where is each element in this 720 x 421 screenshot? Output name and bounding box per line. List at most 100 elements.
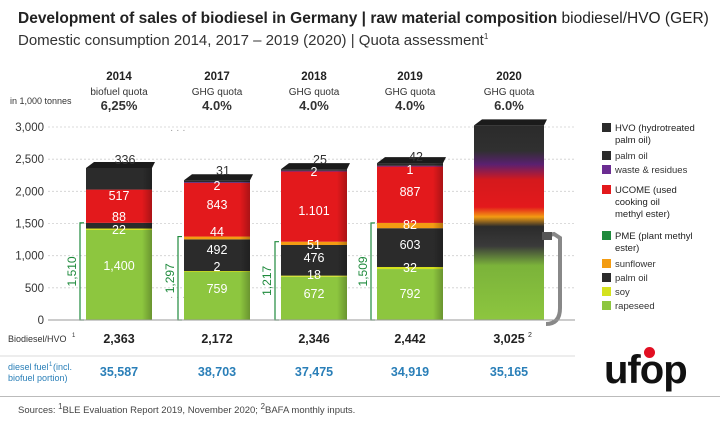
segment-value-label: 759: [207, 282, 228, 296]
segment-value-label: 88: [112, 210, 126, 224]
pme-total-label: 1,509: [356, 256, 370, 286]
segment-value-label: 25: [313, 153, 327, 167]
bar-segment-pme_rapeseed: [86, 229, 152, 320]
axis-break-mark: · · ·: [170, 125, 186, 136]
segment-value-label: 517: [109, 189, 130, 203]
segment-value-label: 492: [207, 243, 228, 257]
segment-value-label: 476: [304, 251, 325, 265]
segment-value-label: 843: [207, 198, 228, 212]
legend-swatch: [602, 165, 611, 174]
ufop-logo: ufop: [604, 347, 688, 392]
diesel-fuel-total: 37,475: [295, 365, 333, 379]
bar-segment-pme_palm_oil: [377, 228, 443, 267]
bar-top-face: [281, 163, 350, 170]
bar-segment-pme_palm_oil: [86, 222, 152, 229]
legend-swatch: [602, 273, 611, 282]
bar-segment-hvo_palm_oil: [184, 180, 250, 183]
bar-segment-ucome: [86, 189, 152, 223]
chart-title: Development of sales of biodiesel in Ger…: [18, 10, 709, 27]
bar-segment-pme_sunflower: [377, 222, 443, 229]
bar-segment-hvo_palm_oil: [377, 163, 443, 166]
biodiesel-hvo-total: 3,025: [493, 332, 524, 346]
quota-type-label: GHG quota: [289, 87, 340, 98]
bar-segment-pme_sunflower: [281, 241, 347, 245]
quota-value-label: 4.0%: [202, 98, 232, 113]
segment-value-label: 887: [400, 185, 421, 199]
y-tick-label: 2,500: [15, 154, 44, 166]
legend-group-label: cooking oil: [615, 197, 660, 208]
segment-value-label: 1.101: [298, 204, 329, 218]
diesel-fuel-row-label-rest: (incl.: [53, 362, 72, 372]
segment-value-label: 336: [115, 153, 136, 167]
quota-type-label: GHG quota: [192, 87, 243, 98]
legend-group-swatch: [602, 231, 611, 240]
legend-group-label: PME (plant methyl: [615, 231, 693, 242]
y-tick-label: 1,500: [15, 219, 44, 231]
bar-side-shade: [240, 180, 250, 320]
segment-value-label: 792: [400, 287, 421, 301]
bar-side-shade: [433, 163, 443, 320]
pme-bracket: [177, 235, 182, 321]
legend-item-label: palm oil: [615, 151, 648, 162]
sources-note: Sources: 1BLE Evaluation Report 2019, No…: [18, 402, 356, 417]
bar-segment-pme_rapeseed: [184, 271, 250, 320]
year-label: 2017: [204, 71, 230, 83]
bar-side-shade: [142, 167, 152, 320]
pme-bracket: [79, 222, 84, 321]
legend-item-label: waste & residues: [614, 165, 688, 176]
footer-divider: [0, 396, 720, 397]
segment-value-label: 2: [214, 179, 221, 193]
diesel-fuel-row-label-line2: biofuel portion): [8, 373, 68, 383]
segment-value-label: 51: [307, 238, 321, 252]
legend-swatch: [602, 259, 611, 268]
bar-segment-pme_soy: [377, 266, 443, 270]
quota-type-label: GHG quota: [484, 87, 535, 98]
year-label: 2020: [496, 71, 522, 83]
bar-segment-hvo_waste: [281, 170, 347, 172]
bar-top-face: [474, 119, 547, 126]
quota-value-label: 4.0%: [299, 98, 329, 113]
bar-2020-tank: [474, 125, 544, 321]
fuel-nozzle-icon: [543, 231, 562, 326]
bar-segment-pme_sunflower: [184, 236, 250, 240]
y-tick-label: 0: [38, 315, 44, 327]
bar-segment-pme_soy: [184, 271, 250, 272]
biodiesel-hvo-total: 2,442: [394, 332, 425, 346]
legend-swatch: [602, 287, 611, 296]
y-tick-label: 3,000: [15, 122, 44, 134]
segment-value-label: 2: [214, 260, 221, 274]
legend-group-swatch: [602, 185, 611, 194]
segment-value-label: 1: [407, 163, 414, 177]
quota-type-label: GHG quota: [385, 87, 436, 98]
legend-group-label: palm oil): [615, 135, 651, 146]
diesel-fuel-total: 35,587: [100, 365, 138, 379]
biodiesel-hvo-total: 2,172: [201, 332, 232, 346]
biodiesel-hvo-row-label: Biodiesel/HVO: [8, 334, 67, 344]
bar-top-face: [184, 174, 253, 181]
bar-segment-hvo_palm_oil: [281, 169, 347, 171]
legend-group-swatch: [602, 123, 611, 132]
quota-type-label: biofuel quota: [90, 87, 148, 98]
y-tick-label: 2,000: [15, 186, 44, 198]
diesel-fuel-total: 34,919: [391, 365, 429, 379]
bar-segment-pme_soy: [86, 228, 152, 230]
bar-segment-ucome: [377, 165, 443, 223]
bar-top-face: [377, 157, 446, 164]
segment-value-label: 672: [304, 287, 325, 301]
quota-value-label: 6.0%: [494, 98, 524, 113]
bar-segment-ucome: [281, 170, 347, 242]
segment-value-label: 603: [400, 238, 421, 252]
segment-value-label: 2: [311, 165, 318, 179]
diesel-fuel-row-label-sup: 1: [49, 362, 53, 368]
pme-bracket: [274, 241, 279, 321]
year-label: 2019: [397, 71, 423, 83]
legend-swatch: [602, 151, 611, 160]
pme-total-label: 1,297: [163, 263, 177, 293]
biodiesel-hvo-total-sup: 2: [528, 332, 532, 339]
year-label: 2014: [106, 71, 132, 83]
legend-group-label: UCOME (used: [615, 185, 677, 196]
segment-value-label: 22: [112, 223, 126, 237]
bar-segment-ucome: [184, 182, 250, 237]
legend-item-label: rapeseed: [615, 301, 655, 312]
